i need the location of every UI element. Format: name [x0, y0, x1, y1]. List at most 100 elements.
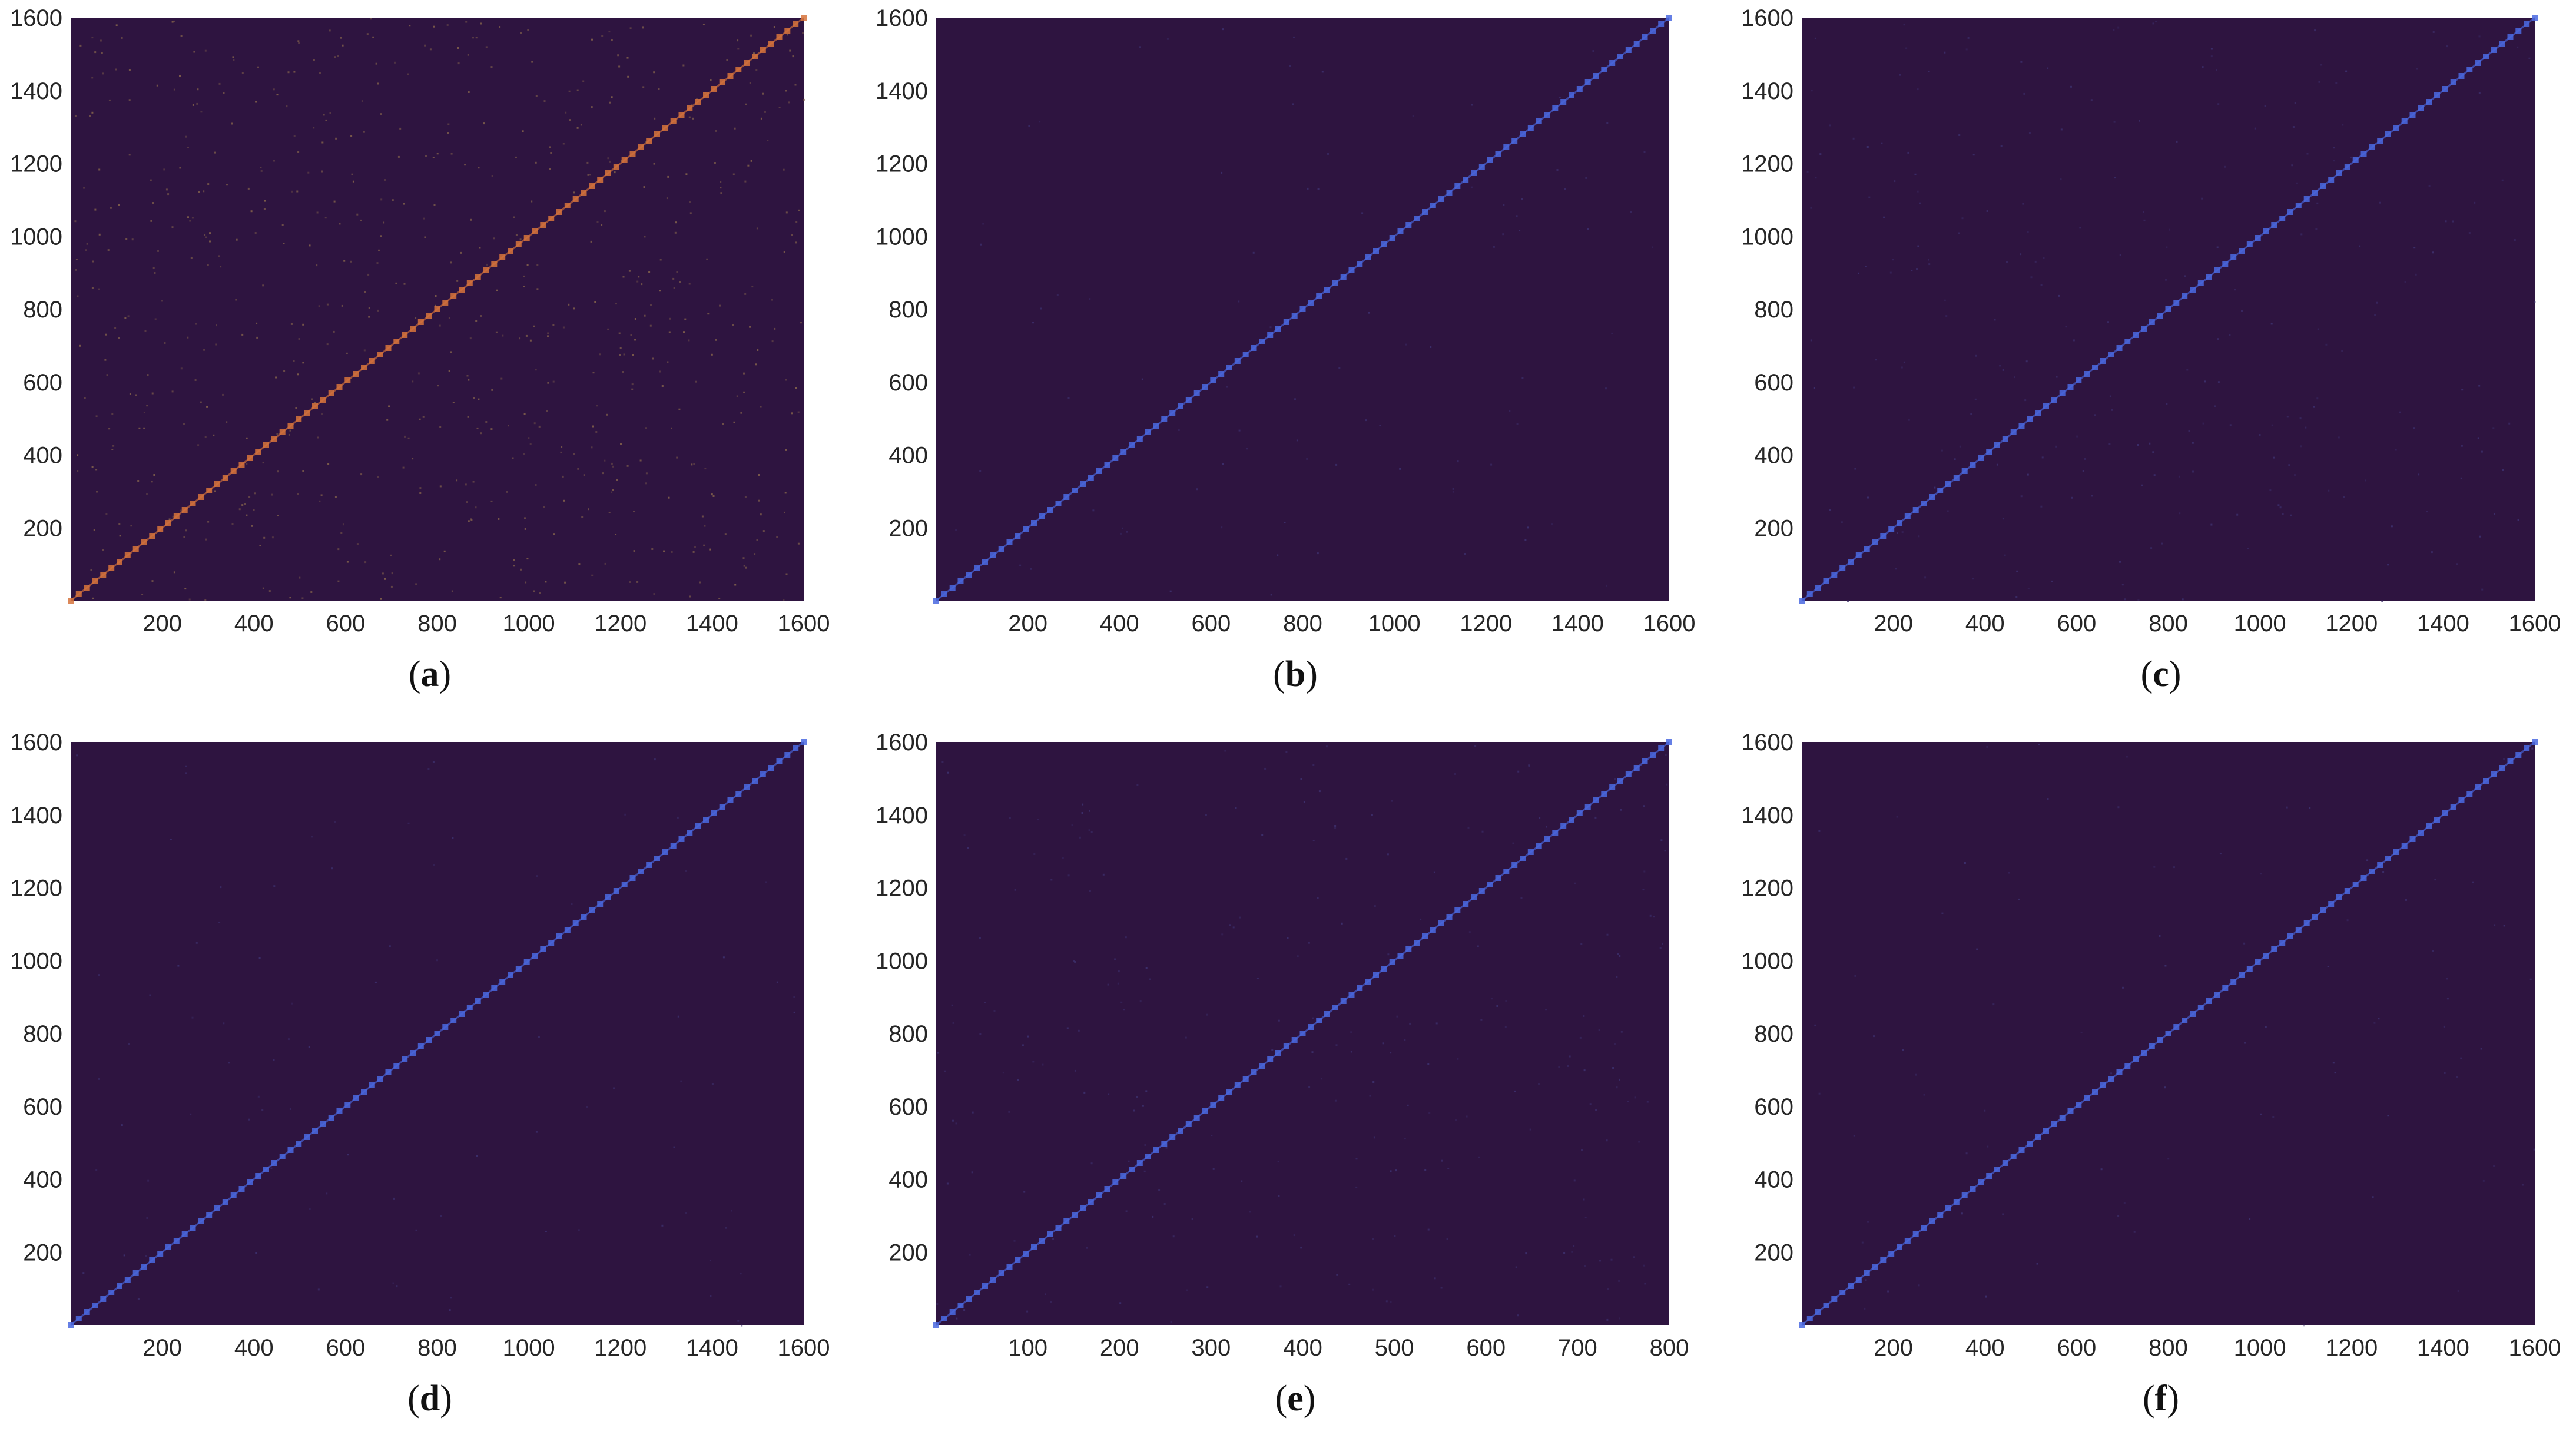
noise-speckle	[1583, 1198, 1585, 1201]
noise-speckle	[535, 161, 537, 164]
noise-speckle	[1165, 1147, 1168, 1149]
y-tick-label: 1600	[876, 5, 928, 31]
noise-speckle	[755, 363, 757, 366]
noise-speckle	[2107, 321, 2109, 323]
noise-speckle	[177, 965, 180, 967]
noise-speckle	[144, 330, 147, 332]
noise-speckle	[321, 413, 323, 415]
noise-speckle	[321, 170, 323, 173]
y-tick-label: 1400	[1741, 78, 1793, 104]
noise-speckle	[283, 370, 286, 372]
noise-speckle	[608, 512, 611, 513]
noise-speckle	[268, 590, 271, 592]
noise-speckle	[222, 393, 224, 396]
noise-speckle	[691, 104, 693, 105]
noise-speckle	[1556, 169, 1559, 171]
noise-speckle	[317, 1288, 320, 1291]
noise-speckle	[1633, 1256, 1635, 1258]
noise-speckle	[694, 546, 696, 548]
noise-speckle	[1917, 190, 1919, 193]
noise-speckle	[744, 496, 747, 498]
noise-speckle	[171, 21, 174, 23]
noise-speckle	[676, 271, 678, 273]
x-tick-label: 1200	[594, 1335, 647, 1361]
noise-speckle	[415, 1229, 417, 1231]
noise-speckle	[1954, 458, 1956, 460]
noise-speckle	[1334, 1099, 1337, 1102]
noise-speckle	[77, 470, 79, 472]
noise-speckle	[785, 449, 787, 451]
noise-speckle	[380, 198, 383, 201]
noise-speckle	[246, 514, 248, 516]
noise-speckle	[346, 352, 348, 354]
noise-speckle	[1666, 783, 1668, 786]
y-tick-label: 800	[23, 297, 62, 323]
noise-speckle	[1965, 1152, 1968, 1155]
noise-speckle	[797, 411, 800, 413]
noise-speckle	[333, 330, 335, 333]
noise-speckle	[110, 207, 112, 209]
noise-speckle	[172, 515, 174, 518]
noise-speckle	[795, 387, 797, 389]
noise-speckle	[578, 1229, 580, 1231]
noise-speckle	[1509, 410, 1511, 412]
noise-speckle	[596, 405, 598, 407]
noise-speckle	[1934, 486, 1936, 489]
noise-speckle	[151, 481, 153, 483]
noise-speckle	[2133, 1231, 2136, 1233]
noise-speckle	[236, 238, 238, 241]
noise-speckle	[317, 436, 319, 439]
noise-speckle	[1972, 578, 1974, 580]
noise-speckle	[273, 885, 276, 887]
noise-speckle	[1564, 188, 1566, 190]
noise-speckle	[1447, 1168, 1450, 1169]
noise-speckle	[2372, 1196, 2374, 1198]
noise-speckle	[422, 416, 425, 418]
noise-speckle	[1390, 1052, 1392, 1054]
noise-speckle	[465, 21, 468, 23]
x-tick-label: 200	[142, 611, 182, 637]
noise-speckle	[257, 66, 259, 68]
noise-speckle	[2020, 253, 2022, 256]
noise-speckle	[1496, 1005, 1498, 1007]
noise-speckle	[1379, 425, 1381, 426]
noise-speckle	[341, 304, 343, 307]
noise-speckle	[636, 581, 639, 583]
noise-speckle	[720, 192, 722, 194]
noise-speckle	[480, 315, 482, 317]
noise-speckle	[334, 496, 337, 498]
noise-speckle	[313, 59, 315, 61]
noise-speckle	[447, 132, 449, 134]
noise-speckle	[2325, 343, 2328, 346]
noise-speckle	[2070, 85, 2072, 88]
noise-speckle	[513, 559, 515, 561]
noise-speckle	[307, 171, 310, 174]
noise-speckle	[2040, 284, 2043, 286]
noise-speckle	[2338, 436, 2340, 439]
noise-speckle	[552, 324, 555, 326]
noise-speckle	[1032, 322, 1034, 324]
noise-speckle	[1959, 445, 1961, 448]
y-tick-label: 1000	[1741, 948, 1793, 974]
noise-speckle	[631, 383, 634, 386]
noise-speckle	[308, 1046, 310, 1048]
x-tick-label: 700	[1558, 1335, 1597, 1361]
noise-speckle	[2482, 1179, 2485, 1182]
noise-speckle	[1446, 1238, 1448, 1240]
noise-speckle	[2327, 966, 2329, 967]
noise-speckle	[1296, 439, 1298, 442]
noise-speckle	[145, 1255, 147, 1257]
noise-speckle	[745, 103, 747, 105]
noise-speckle	[1385, 1300, 1388, 1303]
noise-speckle	[2143, 211, 2144, 213]
noise-speckle	[154, 272, 156, 274]
noise-speckle	[374, 981, 377, 983]
noise-speckle	[601, 35, 604, 37]
noise-speckle	[319, 500, 321, 502]
noise-speckle	[2084, 458, 2086, 460]
noise-speckle	[476, 427, 479, 429]
noise-speckle	[450, 153, 453, 155]
noise-speckle	[204, 436, 207, 438]
noise-speckle	[535, 484, 537, 486]
x-tick-label: 500	[1375, 1335, 1414, 1361]
